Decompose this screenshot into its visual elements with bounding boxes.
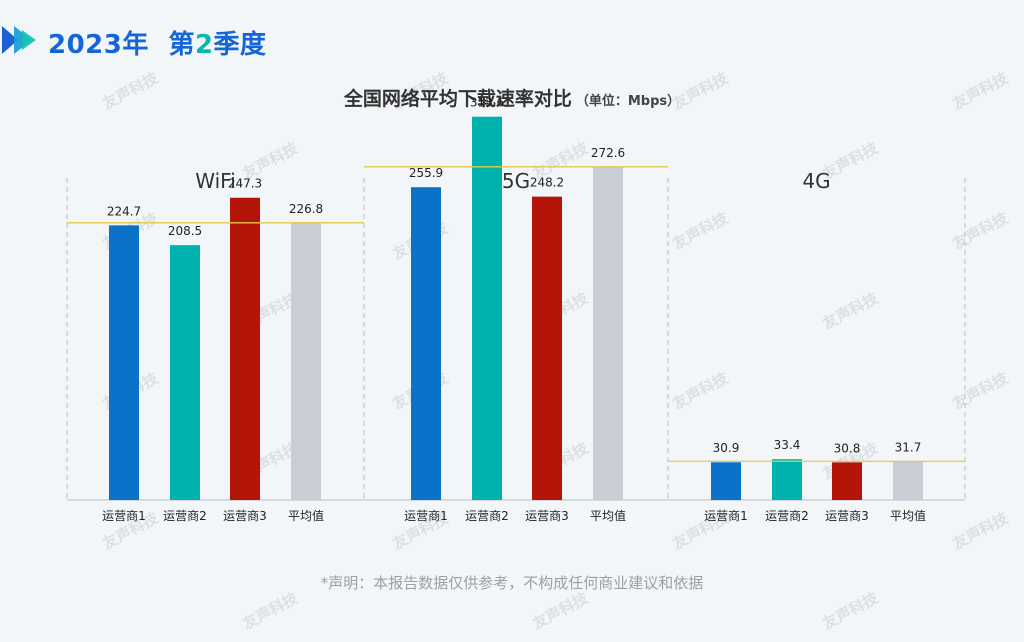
- bar-5g-3: [532, 196, 562, 500]
- bar-5g-4: [593, 166, 623, 501]
- bar-5g-2: [472, 116, 502, 500]
- panel-title-wifi: WiFi: [195, 169, 236, 193]
- panel-title-4g: 4G: [802, 169, 830, 193]
- category-label: 运营商3: [223, 508, 267, 523]
- chart-title-block: 全国网络平均下载速率对比 （单位：Mbps）: [0, 84, 1024, 111]
- bar-4g-4: [893, 461, 923, 500]
- data-label: 224.7: [107, 204, 141, 218]
- chart-unit: （单位：Mbps）: [575, 94, 681, 109]
- data-label: 226.8: [289, 202, 323, 216]
- data-label: 30.9: [713, 441, 740, 455]
- bar-wifi-4: [291, 222, 321, 501]
- category-label: 运营商2: [465, 508, 509, 523]
- bar-wifi-1: [109, 225, 139, 500]
- category-label: 平均值: [890, 508, 926, 523]
- panel-title-5g: 5G: [502, 169, 530, 193]
- bar-4g-1: [711, 462, 741, 500]
- category-label: 运营商2: [765, 508, 809, 523]
- quarter-number: 2: [194, 30, 214, 60]
- bar-5g-1: [411, 187, 441, 500]
- data-label: 248.2: [530, 176, 564, 190]
- brand-logo-icon: [2, 26, 36, 54]
- category-label: 运营商3: [825, 508, 869, 523]
- category-label: 平均值: [590, 508, 626, 523]
- data-label: 313.6: [470, 96, 504, 110]
- category-label: 运营商1: [102, 508, 146, 523]
- category-label: 平均值: [288, 508, 324, 523]
- data-label: 33.4: [774, 438, 801, 452]
- quarter-suffix: 季度: [213, 30, 267, 60]
- data-label: 247.3: [228, 177, 262, 191]
- category-label: 运营商3: [525, 508, 569, 523]
- report-period-title: 2023年 第2季度: [48, 24, 267, 61]
- bar-wifi-3: [230, 197, 260, 500]
- bar-4g-3: [832, 462, 862, 500]
- bar-wifi-2: [170, 245, 200, 500]
- data-label: 31.7: [895, 440, 922, 454]
- bar-4g-2: [772, 459, 802, 500]
- data-label: 30.8: [834, 441, 861, 455]
- chart-title: 全国网络平均下载速率对比: [343, 88, 572, 110]
- category-label: 运营商1: [704, 508, 748, 523]
- data-label: 255.9: [409, 166, 443, 180]
- category-label: 运营商2: [163, 508, 207, 523]
- year-label: 2023年: [48, 30, 149, 60]
- data-label: 208.5: [168, 224, 202, 238]
- data-label: 272.6: [591, 146, 625, 160]
- quarter-prefix: 第: [168, 30, 195, 60]
- category-label: 运营商1: [404, 508, 448, 523]
- disclaimer-text: *声明：本报告数据仅供参考，不构成任何商业建议和依据: [320, 574, 704, 592]
